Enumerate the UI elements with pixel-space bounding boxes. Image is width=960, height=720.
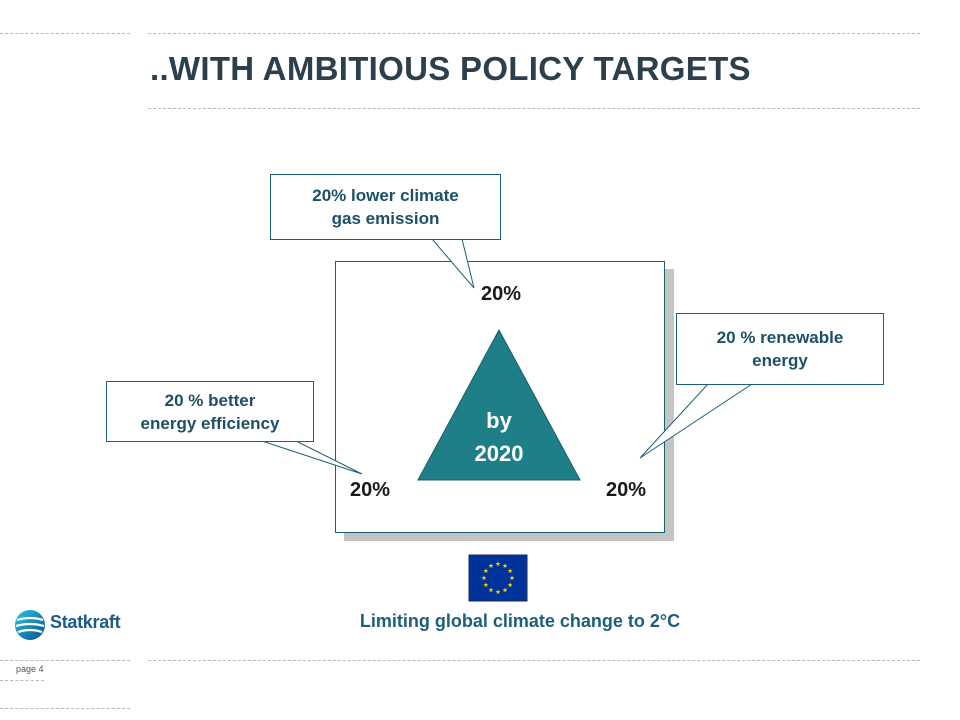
corner-label-top: 20%: [481, 283, 522, 305]
callout-emission-line-1: 20% lower climate: [312, 186, 459, 205]
callout-renewable-line-1: 20 % renewable: [716, 328, 844, 347]
callout-emission: 20% lower climate gas emission: [270, 174, 501, 240]
slide-title: ..WITH AMBITIOUS POLICY TARGETS: [150, 50, 751, 87]
eu-star-icon: [483, 568, 489, 574]
corner-label-left: 20%: [350, 479, 391, 501]
callout-efficiency-line-2: energy efficiency: [140, 413, 280, 433]
top-dashed-line-left: [0, 33, 130, 34]
eu-star-icon: [488, 587, 494, 593]
eu-star-icon: [495, 589, 501, 595]
bottom-dashed-line: [0, 708, 130, 709]
top-dashed-line-right: [148, 33, 920, 34]
slide-caption: Limiting global climate change to 2°C: [359, 611, 681, 631]
eu-star-icon: [481, 575, 487, 581]
statkraft-logo-icon: [15, 610, 45, 640]
renewable-callout-pointer: [639, 383, 754, 459]
corner-label-right: 20%: [606, 479, 647, 501]
efficiency-callout-pointer: [261, 440, 363, 475]
statkraft-logo-text: Statkraft: [50, 612, 121, 632]
eu-star-icon: [502, 563, 508, 568]
emission-callout-pointer: [430, 238, 475, 289]
triangle-label-year: 2020: [475, 441, 524, 466]
page-num-dashed-line-top: [0, 680, 44, 681]
callout-efficiency: 20 % better energy efficiency: [106, 381, 314, 442]
footer-dashed-line-right: [148, 660, 920, 661]
eu-flag-icon: [468, 554, 528, 602]
eu-star-icon: [507, 582, 513, 588]
eu-star-icon: [509, 575, 515, 581]
callout-renewable-line-2: energy: [752, 351, 808, 370]
title-underline-dashed: [148, 108, 920, 109]
eu-star-icon: [495, 561, 501, 567]
triangle-label-by: by: [486, 408, 512, 433]
target-triangle: [417, 328, 581, 481]
eu-star-icon: [488, 563, 494, 568]
eu-star-icon: [483, 582, 489, 588]
callout-emission-line-2: gas emission: [331, 209, 440, 228]
footer-dashed-line-left: [0, 660, 130, 661]
eu-star-icon: [507, 568, 513, 574]
callout-efficiency-line-1: 20 % better: [164, 390, 256, 410]
eu-star-icon: [502, 587, 508, 593]
callout-renewable: 20 % renewable energy: [676, 313, 884, 385]
page-number: page 4: [16, 664, 44, 674]
